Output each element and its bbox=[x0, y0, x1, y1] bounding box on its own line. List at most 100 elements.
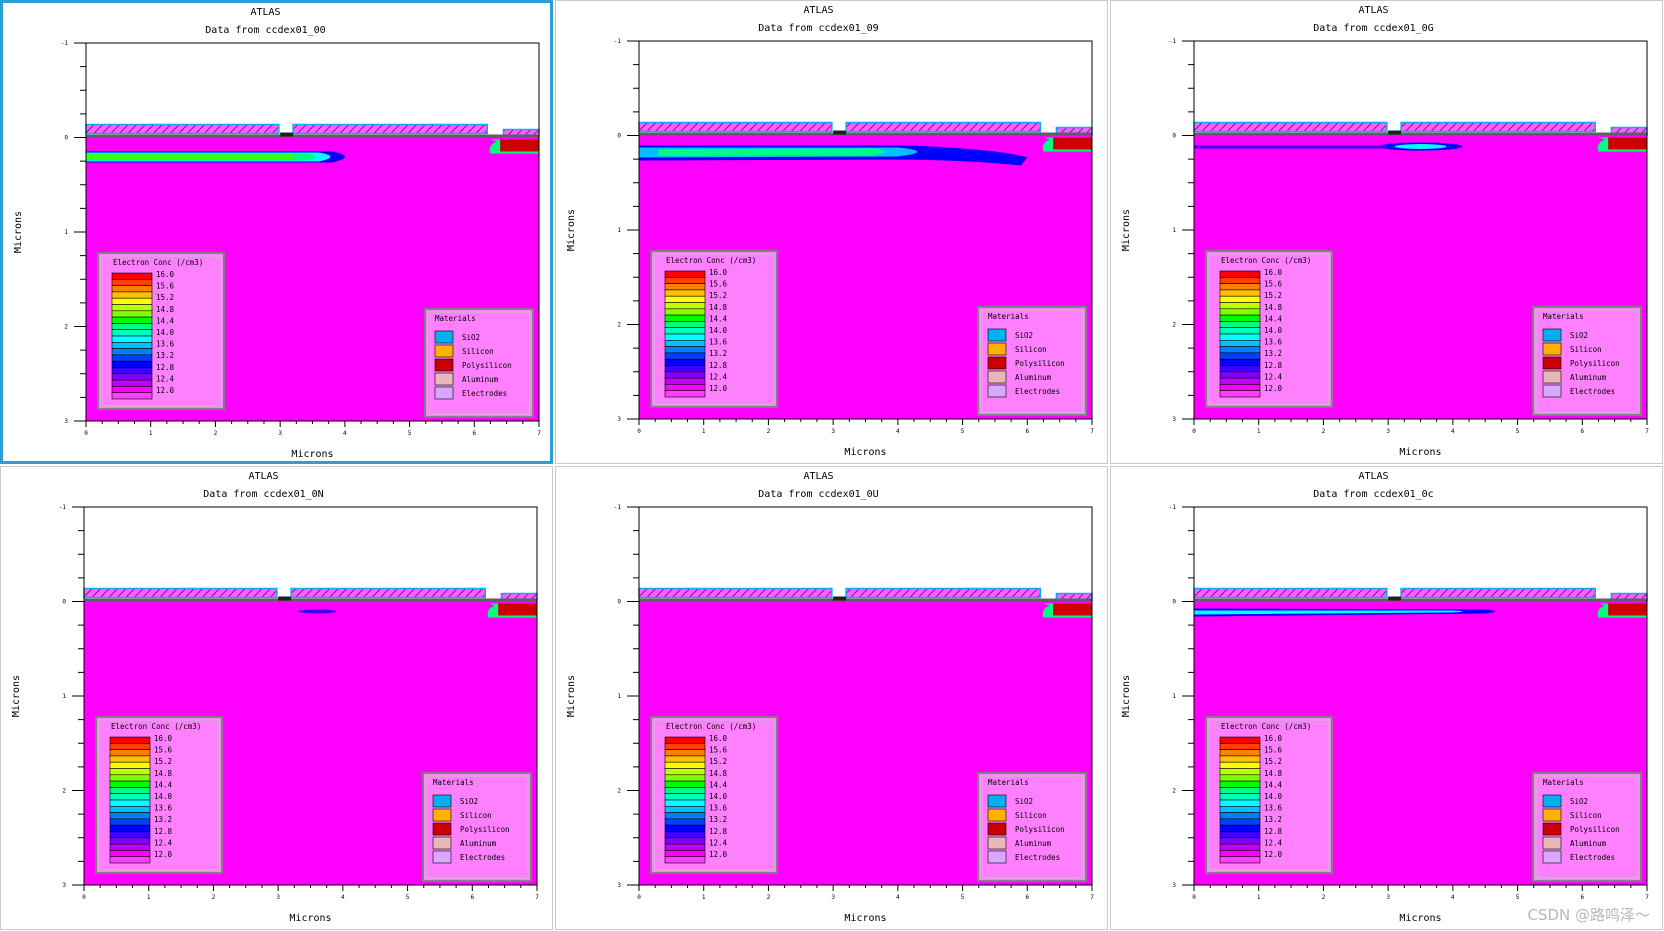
x-axis-label: Microns bbox=[289, 913, 331, 924]
x-axis-label: Microns bbox=[844, 447, 886, 458]
plot-panel[interactable]: ATLAS Data from ccdex01_0N 0 1 2 3 4 5 6 7 -1 0 1 2 3 M… bbox=[0, 466, 553, 930]
materials-legend-frame bbox=[980, 775, 1084, 879]
material-label: Electrodes bbox=[1015, 853, 1060, 862]
conc-swatch bbox=[664, 283, 706, 291]
conc-swatch bbox=[111, 335, 153, 343]
y-tick-label: 3 bbox=[1172, 416, 1176, 423]
x-tick-label: 3 bbox=[831, 428, 835, 435]
conc-swatch bbox=[1219, 295, 1261, 303]
material-label: SiO2 bbox=[1015, 331, 1033, 340]
electron-contours bbox=[1194, 142, 1463, 151]
x-tick-label: 7 bbox=[537, 430, 541, 437]
material-swatch bbox=[432, 836, 452, 850]
x-tick-label: 7 bbox=[1090, 428, 1094, 435]
plot-panel[interactable]: ATLAS Data from ccdex01_0c 0 1 2 3 4 5 6 7 -1 0 1 2 3 M… bbox=[1110, 466, 1663, 930]
conc-swatch bbox=[109, 843, 151, 851]
conc-swatch bbox=[664, 371, 706, 379]
contour-plot: ATLAS Data from ccdex01_09 0 1 2 3 4 5 6 7 -1 0 1 2 3 M… bbox=[566, 5, 1094, 458]
conc-level-label: 14.8 bbox=[1264, 769, 1283, 778]
material-swatch bbox=[1542, 836, 1562, 850]
materials-legend-frame bbox=[1535, 775, 1639, 879]
material-swatch bbox=[432, 808, 452, 822]
conc-swatch bbox=[1219, 780, 1261, 788]
conc-swatch bbox=[664, 321, 706, 328]
x-tick-label: 6 bbox=[472, 430, 476, 437]
conc-legend-title: Electron Conc (/cm3) bbox=[113, 258, 203, 267]
conc-level-label: 12.8 bbox=[709, 361, 728, 370]
x-tick-label: 2 bbox=[1322, 428, 1326, 435]
conc-swatch bbox=[109, 856, 151, 864]
material-label: Electrodes bbox=[460, 853, 505, 862]
y-tick-label: 2 bbox=[617, 322, 621, 329]
conc-level-label: 13.6 bbox=[1264, 338, 1283, 347]
y-tick-label: 2 bbox=[1172, 788, 1176, 795]
x-tick-label: 4 bbox=[1451, 894, 1455, 901]
plot-panel[interactable]: ATLAS Data from ccdex01_00 0 1 2 3 4 5 6 7 -1 0 1 2 3 M… bbox=[0, 0, 553, 464]
conc-swatch bbox=[109, 850, 151, 857]
conc-swatch bbox=[1219, 799, 1261, 807]
conc-swatch bbox=[664, 774, 706, 782]
conc-swatch bbox=[664, 755, 706, 763]
conc-swatch bbox=[1219, 302, 1261, 310]
conc-swatch bbox=[1219, 358, 1261, 366]
conc-swatch bbox=[1219, 365, 1261, 373]
x-tick-label: 7 bbox=[1090, 894, 1094, 901]
conc-swatch bbox=[1219, 314, 1261, 322]
conc-level-label: 16.0 bbox=[154, 734, 173, 743]
electron-contours bbox=[1194, 608, 1495, 617]
material-label: Silicon bbox=[1570, 811, 1602, 820]
gap-electrode bbox=[833, 130, 847, 135]
conc-level-label: 12.4 bbox=[709, 838, 728, 847]
material-label: Aluminum bbox=[1015, 373, 1052, 382]
conc-swatch bbox=[664, 276, 706, 284]
conc-level-label: 14.4 bbox=[154, 780, 173, 789]
material-label: Polysilicon bbox=[1570, 359, 1620, 368]
material-swatch bbox=[434, 344, 454, 358]
conc-swatch bbox=[664, 837, 706, 845]
contour-plot: ATLAS Data from ccdex01_00 0 1 2 3 4 5 6 7 -1 0 1 2 3 M… bbox=[13, 7, 541, 460]
conc-level-label: 14.4 bbox=[1264, 314, 1283, 323]
y-tick-label: 0 bbox=[1172, 133, 1176, 140]
conc-level-label: 12.4 bbox=[1264, 838, 1283, 847]
x-tick-label: 5 bbox=[1516, 428, 1520, 435]
conc-swatch bbox=[664, 384, 706, 391]
x-tick-label: 7 bbox=[1645, 428, 1649, 435]
conc-legend-title: Electron Conc (/cm3) bbox=[1221, 722, 1311, 731]
electron-contours bbox=[639, 145, 1028, 166]
conc-swatch bbox=[1219, 327, 1261, 335]
x-tick-label: 1 bbox=[702, 428, 706, 435]
material-label: SiO2 bbox=[460, 797, 478, 806]
conc-swatch bbox=[1219, 824, 1261, 832]
y-tick-label: 2 bbox=[62, 788, 66, 795]
conc-level-label: 14.8 bbox=[709, 303, 728, 312]
x-tick-label: 1 bbox=[702, 894, 706, 901]
conc-swatch bbox=[109, 768, 151, 776]
conc-swatch bbox=[109, 824, 151, 832]
material-swatch bbox=[987, 794, 1007, 808]
conc-swatch bbox=[1219, 805, 1261, 813]
y-axis-label: Microns bbox=[1121, 675, 1132, 717]
conc-swatch bbox=[109, 736, 151, 744]
conc-swatch bbox=[109, 818, 151, 826]
conc-swatch bbox=[1219, 346, 1261, 354]
x-tick-label: 0 bbox=[637, 894, 641, 901]
conc-swatch bbox=[1219, 837, 1261, 845]
contour-plot: ATLAS Data from ccdex01_0N 0 1 2 3 4 5 6 7 -1 0 1 2 3 M… bbox=[11, 471, 539, 924]
conc-swatch bbox=[109, 787, 151, 794]
x-tick-label: 7 bbox=[1645, 894, 1649, 901]
conc-swatch bbox=[1219, 390, 1261, 398]
plot-panel[interactable]: ATLAS Data from ccdex01_0U 0 1 2 3 4 5 6 7 -1 0 1 2 3 M… bbox=[555, 466, 1108, 930]
plot-panel[interactable]: ATLAS Data from ccdex01_0G 0 1 2 3 4 5 6 7 -1 0 1 2 3 M… bbox=[1110, 0, 1663, 464]
plot-panel[interactable]: ATLAS Data from ccdex01_09 0 1 2 3 4 5 6 7 -1 0 1 2 3 M… bbox=[555, 0, 1108, 464]
conc-swatch bbox=[664, 339, 706, 347]
material-swatch bbox=[432, 794, 452, 808]
x-axis-label: Microns bbox=[1399, 447, 1441, 458]
conc-swatch bbox=[109, 774, 151, 782]
x-tick-label: 6 bbox=[470, 894, 474, 901]
conc-swatch bbox=[109, 837, 151, 845]
material-swatch bbox=[432, 822, 452, 836]
conc-swatch bbox=[1219, 742, 1261, 750]
channel-contour bbox=[1194, 610, 1463, 615]
x-tick-label: 0 bbox=[82, 894, 86, 901]
oxide-layer bbox=[86, 134, 539, 138]
